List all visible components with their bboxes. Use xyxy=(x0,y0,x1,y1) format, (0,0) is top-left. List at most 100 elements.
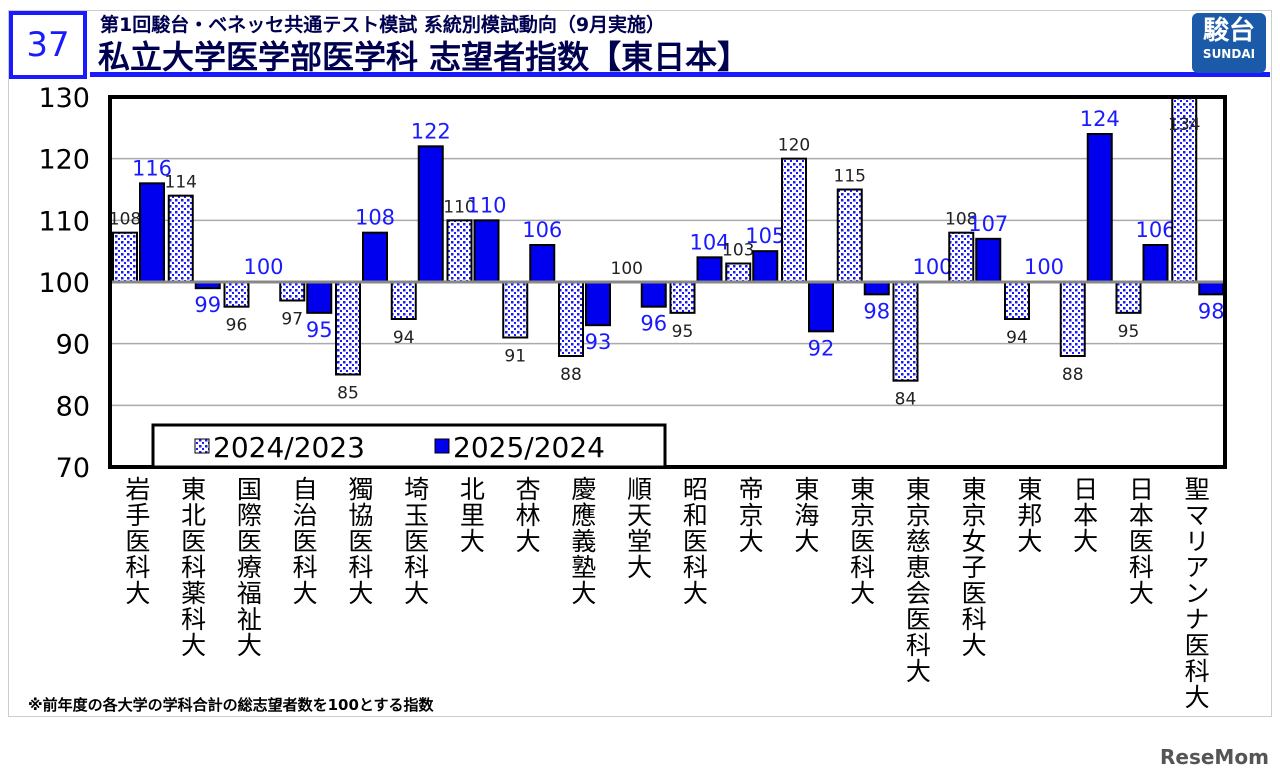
bar-2025/2024 xyxy=(1198,281,1225,296)
category-label: 聖マリアンナ医科大 xyxy=(1181,476,1211,710)
bar-2024/2023 xyxy=(836,188,863,283)
data-label: 98 xyxy=(863,299,890,323)
data-label: 107 xyxy=(968,212,1008,236)
category-label: 杏林大 xyxy=(512,476,542,554)
data-label: 95 xyxy=(672,322,694,342)
bar-2024/2023 xyxy=(112,231,138,284)
data-label: 96 xyxy=(226,316,248,336)
bar-2025/2024 xyxy=(752,250,779,284)
data-label: 96 xyxy=(640,312,667,336)
data-label: 122 xyxy=(411,119,451,143)
data-label: 124 xyxy=(1080,107,1120,131)
category-label: 帝京大 xyxy=(735,476,765,554)
bar-2025/2024 xyxy=(473,219,500,283)
category-label: 日本医科大 xyxy=(1125,476,1155,606)
bar-2024/2023 xyxy=(1171,96,1198,283)
category-label: 東京慈恵会医科大 xyxy=(902,476,932,684)
bar-2024/2023 xyxy=(390,281,417,320)
resemom-watermark: ReseMom xyxy=(1160,745,1269,769)
bar-2025/2024 xyxy=(1086,133,1113,283)
data-label: 88 xyxy=(560,365,582,385)
data-label: 106 xyxy=(522,218,562,242)
y-tick-label: 80 xyxy=(56,391,90,422)
data-label: 95 xyxy=(1118,322,1140,342)
data-label: 91 xyxy=(504,347,526,367)
data-label: 99 xyxy=(194,293,221,317)
data-label: 108 xyxy=(109,210,141,230)
data-label: 116 xyxy=(132,156,172,180)
bar-2024/2023 xyxy=(558,281,584,357)
subtitle: 第1回駿台・ベネッセ共通テスト模試 系統別模試動向（9月実施） xyxy=(100,14,666,36)
legend-swatch xyxy=(194,438,210,454)
category-label: 東海大 xyxy=(790,476,820,554)
bar-2024/2023 xyxy=(335,281,361,376)
data-label: 134 xyxy=(1168,115,1200,135)
bar-2025/2024 xyxy=(362,231,388,284)
data-label: 98 xyxy=(1198,299,1225,323)
bar-2025/2024 xyxy=(417,145,444,283)
bar-2024/2023 xyxy=(1115,281,1142,314)
data-label: 114 xyxy=(165,173,197,193)
category-label: 東京医科大 xyxy=(846,476,876,606)
data-label: 100 xyxy=(243,255,283,279)
footnote: ※前年度の各大学の学科合計の総志望者数を100とする指数 xyxy=(28,696,434,714)
y-tick-label: 100 xyxy=(38,268,90,299)
category-label: 東北医科薬科大 xyxy=(177,476,207,658)
y-tick-label: 110 xyxy=(38,206,90,237)
data-label: 93 xyxy=(585,330,612,354)
category-label: 日本大 xyxy=(1069,476,1099,554)
data-label: 97 xyxy=(281,310,303,330)
data-label: 88 xyxy=(1062,365,1084,385)
data-label: 100 xyxy=(1024,255,1064,279)
data-label: 95 xyxy=(306,318,333,342)
data-label: 94 xyxy=(1006,328,1028,348)
bar-2025/2024 xyxy=(975,237,1002,283)
bar-2024/2023 xyxy=(1059,281,1086,357)
bar-2025/2024 xyxy=(306,281,333,314)
legend-label: 2024/2023 xyxy=(213,431,365,464)
bar-2025/2024 xyxy=(640,281,667,308)
data-label: 100 xyxy=(912,255,952,279)
category-label: 自治医科大 xyxy=(289,476,319,606)
bar-2024/2023 xyxy=(1004,281,1030,320)
bar-2025/2024 xyxy=(139,182,165,283)
bar-2024/2023 xyxy=(781,157,807,284)
data-label: 115 xyxy=(834,167,866,187)
title-rule xyxy=(90,72,1270,77)
bar-2024/2023 xyxy=(279,281,306,302)
legend-label: 2025/2024 xyxy=(453,431,605,464)
category-label: 国際医療福祉大 xyxy=(233,476,263,658)
y-tick-label: 90 xyxy=(56,330,90,361)
slide-number: 37 xyxy=(10,12,86,78)
data-label: 104 xyxy=(689,230,729,254)
bar-2024/2023 xyxy=(892,281,919,382)
legend-swatch xyxy=(434,438,450,454)
plot-border xyxy=(108,95,1227,469)
data-label: 92 xyxy=(808,336,835,360)
category-label: 北里大 xyxy=(456,476,486,554)
data-label: 120 xyxy=(778,136,810,156)
data-label: 103 xyxy=(722,241,754,261)
data-label: 85 xyxy=(337,384,359,404)
bar-2025/2024 xyxy=(696,256,723,284)
category-label: 東京女子医科大 xyxy=(958,476,988,658)
page-title: 私立大学医学部医学科 志望者指数【東日本】 xyxy=(98,38,750,76)
data-label: 100 xyxy=(611,259,643,279)
y-tick-label: 120 xyxy=(38,145,90,176)
y-tick-label: 70 xyxy=(56,453,90,484)
bar-2025/2024 xyxy=(863,281,890,296)
category-label: 獨協医科大 xyxy=(344,476,374,606)
data-label: 94 xyxy=(393,328,415,348)
bar-2024/2023 xyxy=(725,262,752,283)
bar-2024/2023 xyxy=(167,194,194,284)
bar-2025/2024 xyxy=(808,281,834,333)
data-label: 84 xyxy=(895,390,917,410)
category-label: 慶應義塾大 xyxy=(567,476,597,606)
category-label: 順天堂大 xyxy=(623,476,653,580)
bar-2025/2024 xyxy=(529,244,556,283)
bar-2024/2023 xyxy=(948,231,975,284)
sundai-logo: 駿台 SUNDAI xyxy=(1192,13,1266,73)
data-label: 105 xyxy=(745,224,785,248)
